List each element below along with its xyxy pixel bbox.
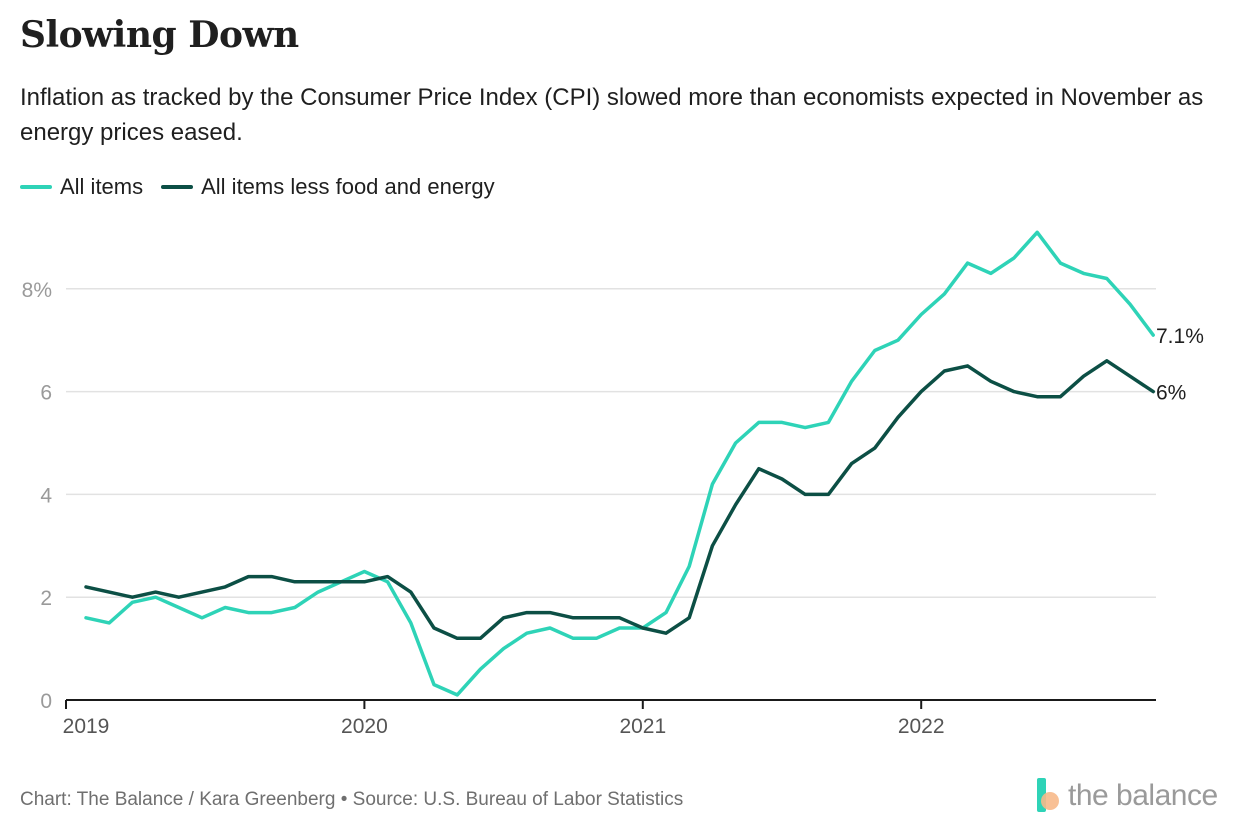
y-tick-label: 4: [40, 484, 52, 507]
chart-source-footer: Chart: The Balance / Kara Greenberg • So…: [20, 789, 684, 810]
legend-swatch-core: [161, 185, 194, 189]
logo-mark-icon: [1034, 778, 1062, 814]
chart-title: Slowing Down: [20, 14, 299, 56]
series-end-label-all-items: 7.1%: [1156, 325, 1204, 348]
y-tick-label: 0: [40, 690, 52, 713]
the-balance-logo: the balance: [1034, 778, 1218, 814]
series-end-label-core: 6%: [1156, 382, 1186, 405]
y-tick-label: 8%: [22, 279, 52, 302]
chart-subtitle: Inflation as tracked by the Consumer Pri…: [20, 84, 1204, 146]
chart-legend: All items All items less food and energy: [20, 174, 513, 200]
legend-label-core: All items less food and energy: [201, 174, 495, 199]
series-line-core: [84, 359, 1155, 641]
x-tick-label: 2021: [619, 715, 666, 738]
legend-swatch-all-items: [20, 185, 52, 189]
logo-text: the balance: [1068, 779, 1218, 812]
legend-item-core: All items less food and energy: [161, 174, 495, 200]
legend-label-all-items: All items: [60, 174, 144, 199]
line-chart: 0 2 4 6 8% 2019 2020 2021 2022 7.1% 6%: [22, 230, 1204, 738]
x-tick-label: 2019: [63, 715, 110, 738]
series-line-all-items: [84, 230, 1155, 697]
y-tick-label: 6: [40, 382, 52, 405]
x-tick-label: 2020: [341, 715, 388, 738]
y-tick-label: 2: [40, 587, 52, 610]
legend-item-all-items: All items: [20, 174, 143, 200]
x-tick-label: 2022: [898, 715, 945, 738]
